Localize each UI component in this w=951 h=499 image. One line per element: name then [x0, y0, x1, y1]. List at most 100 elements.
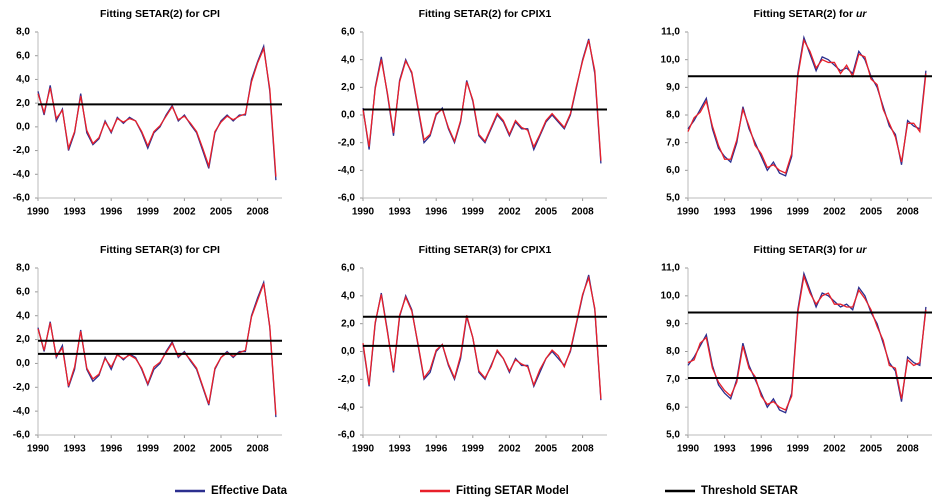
chart-title: Fitting SETAR(3) for CPI — [100, 244, 220, 256]
x-tick-label: 1996 — [425, 444, 448, 455]
x-tick-label: 1999 — [137, 207, 160, 218]
y-tick-label: -4,0 — [13, 406, 31, 417]
x-tick-label: 1993 — [63, 444, 86, 455]
y-tick-label: 4,0 — [16, 74, 30, 85]
title-text: Fitting SETAR(2) for — [754, 8, 854, 20]
y-tick-label: 2,0 — [341, 82, 355, 93]
y-tick-label: -6,0 — [338, 430, 356, 441]
x-tick-label: 1990 — [677, 207, 700, 218]
y-tick-label: 4,0 — [341, 290, 355, 301]
title-variable: ur — [856, 8, 867, 20]
title-text: Fitting SETAR(2) for CPI — [100, 8, 220, 20]
y-tick-label: 8,0 — [666, 110, 680, 121]
x-tick-label: 1999 — [462, 207, 485, 218]
y-tick-label: 4,0 — [341, 54, 355, 65]
title-text: Fitting SETAR(2) for CPIX1 — [419, 8, 552, 20]
legend-label: Effective Data — [211, 485, 288, 497]
x-tick-label: 1999 — [137, 444, 160, 455]
x-tick-label: 1996 — [100, 444, 123, 455]
x-tick-label: 2002 — [173, 207, 196, 218]
x-tick-label: 1996 — [750, 207, 773, 218]
x-tick-label: 1999 — [462, 444, 485, 455]
y-tick-label: 6,0 — [341, 27, 355, 38]
y-tick-label: 9,0 — [666, 318, 680, 329]
x-tick-label: 1996 — [425, 207, 448, 218]
subplot: Fitting SETAR(3) for CPI -6,0 -4,0 -2,0 0,0 2… — [13, 244, 282, 455]
y-tick-label: -4,0 — [13, 169, 31, 180]
x-tick-label: 2008 — [246, 444, 269, 455]
y-tick-label: 6,0 — [666, 165, 680, 176]
y-tick-label: -4,0 — [338, 165, 356, 176]
series-line — [687, 273, 927, 411]
x-tick-label: 2005 — [860, 444, 883, 455]
series-line — [687, 38, 927, 174]
legend-label: Fitting SETAR Model — [456, 485, 569, 497]
x-tick-label: 2008 — [246, 207, 269, 218]
y-tick-label: -2,0 — [338, 374, 356, 385]
series-line — [362, 38, 602, 164]
y-tick-label: 5,0 — [666, 430, 680, 441]
y-tick-label: 8,0 — [16, 27, 30, 38]
subplot: Fitting SETAR(2) for CPI -6,0 -4,0 -2,0 0,0 2… — [13, 8, 282, 218]
y-tick-label: 4,0 — [16, 310, 30, 321]
y-tick-label: 6,0 — [16, 286, 30, 297]
x-tick-label: 1993 — [713, 207, 736, 218]
x-tick-label: 2002 — [173, 444, 196, 455]
x-tick-label: 2005 — [535, 444, 558, 455]
x-tick-label: 1993 — [713, 444, 736, 455]
y-tick-label: 10,0 — [661, 290, 681, 301]
series-line — [687, 35, 927, 177]
x-tick-label: 2008 — [896, 444, 919, 455]
x-tick-label: 1990 — [352, 207, 375, 218]
y-tick-label: 11,0 — [661, 27, 680, 38]
x-tick-label: 2002 — [823, 444, 846, 455]
x-tick-label: 1999 — [787, 207, 810, 218]
y-tick-label: 6,0 — [16, 50, 30, 61]
y-tick-label: -6,0 — [13, 193, 31, 204]
x-tick-label: 2008 — [571, 207, 594, 218]
y-tick-label: -2,0 — [338, 137, 356, 148]
series-line — [362, 40, 602, 161]
y-tick-label: 0,0 — [16, 358, 30, 369]
y-tick-label: 7,0 — [666, 137, 680, 148]
series-line — [362, 275, 602, 399]
y-tick-label: 11,0 — [661, 263, 680, 274]
x-tick-label: 2005 — [210, 207, 233, 218]
title-text: Fitting SETAR(3) for — [754, 244, 854, 256]
y-tick-label: 5,0 — [666, 193, 680, 204]
x-tick-label: 2005 — [535, 207, 558, 218]
subplot: Fitting SETAR(2) for CPIX1 -6,0 -4,0 -2,0 0,… — [338, 8, 607, 218]
x-tick-label: 1990 — [27, 207, 50, 218]
y-tick-label: 2,0 — [341, 318, 355, 329]
x-tick-label: 2005 — [210, 444, 233, 455]
y-tick-label: -2,0 — [13, 145, 31, 156]
y-tick-label: 8,0 — [666, 346, 680, 357]
x-tick-label: 1990 — [677, 444, 700, 455]
y-tick-label: -2,0 — [13, 382, 31, 393]
x-tick-label: 1999 — [787, 444, 810, 455]
series-line — [37, 46, 277, 177]
x-tick-label: 1993 — [388, 444, 411, 455]
series-line — [37, 43, 277, 181]
y-tick-label: 2,0 — [16, 334, 30, 345]
x-tick-label: 1996 — [100, 207, 123, 218]
series-line — [687, 271, 927, 414]
x-tick-label: 1996 — [750, 444, 773, 455]
subplot: Fitting SETAR(3) for CPIX1 -6,0 -4,0 -2,0 0,… — [338, 244, 607, 455]
x-tick-label: 2008 — [571, 444, 594, 455]
y-tick-label: 2,0 — [16, 98, 30, 109]
series-line — [37, 283, 277, 415]
x-tick-label: 2002 — [498, 207, 521, 218]
y-tick-label: 0,0 — [341, 346, 355, 357]
y-tick-label: 9,0 — [666, 82, 680, 93]
x-tick-label: 2005 — [860, 207, 883, 218]
y-tick-label: 7,0 — [666, 374, 680, 385]
x-tick-label: 1993 — [388, 207, 411, 218]
y-tick-label: 8,0 — [16, 263, 30, 274]
y-tick-label: 0,0 — [16, 121, 30, 132]
chart-title: Fitting SETAR(2) for ur — [754, 8, 868, 20]
x-tick-label: 2002 — [498, 444, 521, 455]
x-tick-label: 2008 — [896, 207, 919, 218]
